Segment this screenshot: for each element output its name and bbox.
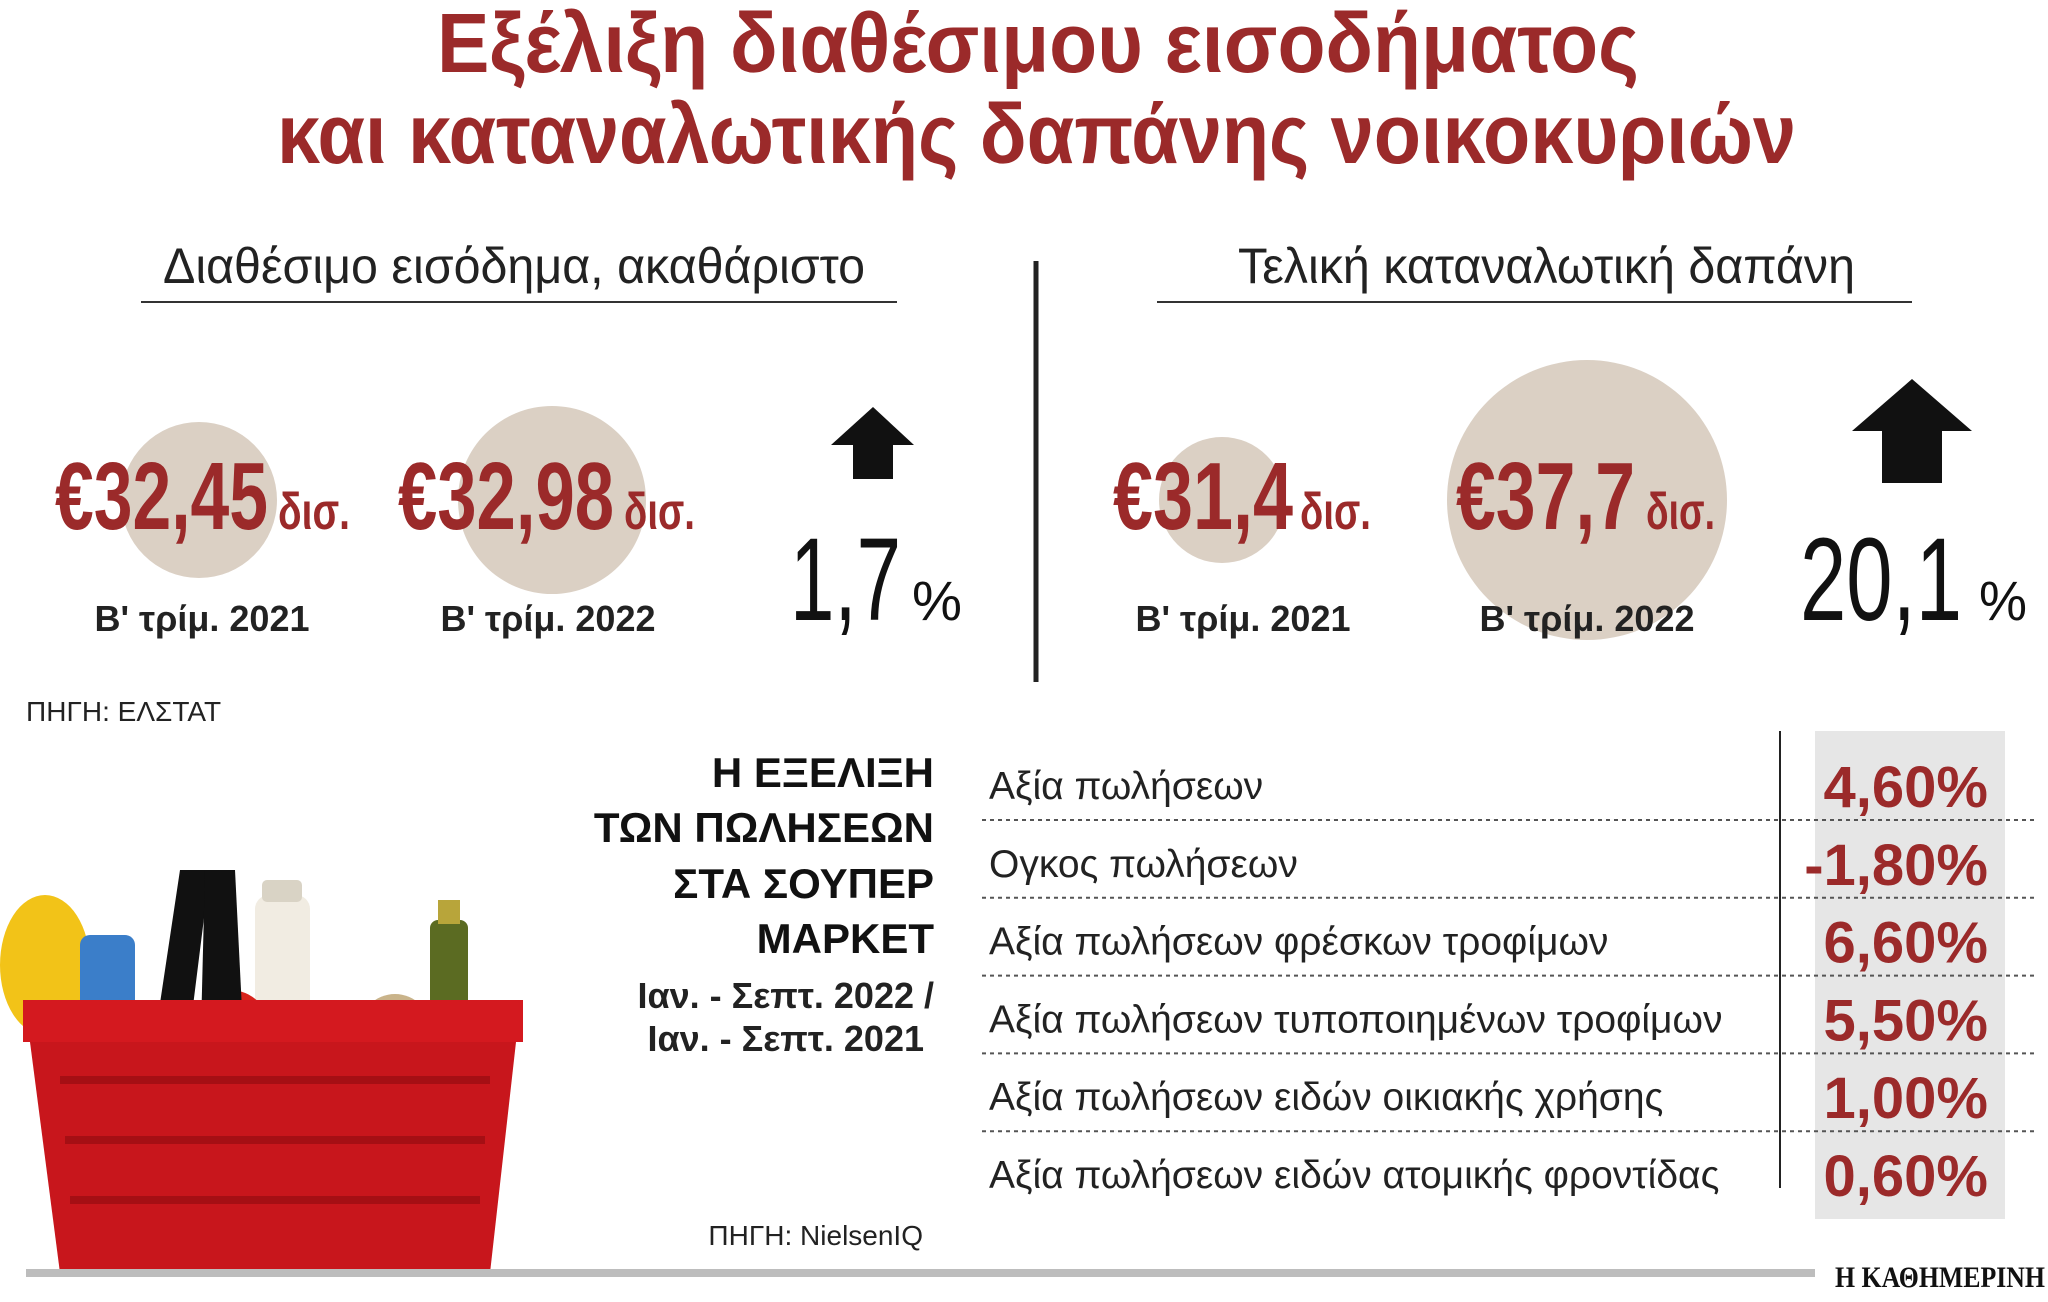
row-value: 4,60% (1824, 755, 1988, 820)
row-value: -1,80% (1804, 833, 1988, 898)
change-unit: % (912, 569, 962, 632)
up-arrow (831, 407, 914, 479)
row-value: 5,50% (1824, 988, 1988, 1053)
unit: δισ. (278, 483, 350, 541)
circle (458, 406, 646, 594)
section-title: ΣΤΑ ΣΟΥΠΕΡ (673, 860, 934, 907)
circle (1159, 437, 1285, 563)
title-line: και καταναλωτικής δαπάνης νοικοκυριών (277, 87, 1796, 181)
source: ΠΗΓΗ: ΕΛΣΤΑΤ (26, 696, 221, 727)
row-value: 1,00% (1824, 1066, 1988, 1131)
value: €32,45 (55, 443, 268, 550)
change: 20,1 (1800, 514, 1962, 646)
period: Ιαν. - Σεπτ. 2021 (647, 1018, 924, 1059)
period: Β' τρίμ. 2022 (1479, 598, 1694, 639)
period: Β' τρίμ. 2021 (94, 598, 309, 639)
row-label: Αξία πωλήσεων (989, 765, 1263, 808)
circle (1447, 360, 1727, 640)
unit: δισ. (1300, 483, 1371, 541)
row-label: Αξία πωλήσεων φρέσκων τροφίμων (989, 921, 1608, 964)
period: Β' τρίμ. 2021 (1135, 598, 1350, 639)
circle (121, 422, 277, 578)
unit: δισ. (624, 483, 695, 541)
row-label: Αξία πωλήσεων ειδών ατομικής φροντίδας (989, 1154, 1719, 1197)
up-arrow (1852, 379, 1972, 483)
source: ΠΗΓΗ: NielsenIQ (708, 1220, 923, 1251)
section-title: Διαθέσιμο εισόδημα, ακαθάριστο (163, 238, 865, 294)
change: 1,7 (790, 514, 901, 646)
row-value: 6,60% (1824, 911, 1988, 976)
title-line: Εξέλιξη διαθέσιμου εισοδήματος (437, 0, 1639, 90)
period: Ιαν. - Σεπτ. 2022 / (637, 975, 934, 1016)
section-title: ΜΑΡΚΕΤ (757, 915, 935, 962)
period: Β' τρίμ. 2022 (440, 598, 655, 639)
row-label: Αξία πωλήσεων τυποποιημένων τροφίμων (989, 998, 1722, 1041)
section-title: ΤΩΝ ΠΩΛΗΣΕΩΝ (594, 804, 934, 851)
row-label: Ογκος πωλήσεων (989, 843, 1298, 886)
value: €32,98 (398, 443, 614, 550)
row-value: 0,60% (1824, 1144, 1988, 1209)
change-unit: % (1979, 569, 2027, 632)
value: €37,7 (1456, 443, 1635, 550)
table: Αξία πωλήσεων 4,60% Ογκος πωλήσεων -1,80% Αξ… (982, 755, 2037, 1209)
section-title: Η ΕΞΕΛΙΞΗ (712, 749, 934, 796)
basket-illustration (0, 870, 523, 1273)
value: €31,4 (1113, 443, 1293, 550)
unit: δισ. (1646, 483, 1715, 541)
section-title: Τελική καταναλωτική δαπάνη (1238, 238, 1855, 294)
brand: Η ΚΑΘΗΜΕΡΙΝΗ (1835, 1261, 2045, 1294)
row-label: Αξία πωλήσεων ειδών οικιακής χρήσης (989, 1076, 1663, 1119)
